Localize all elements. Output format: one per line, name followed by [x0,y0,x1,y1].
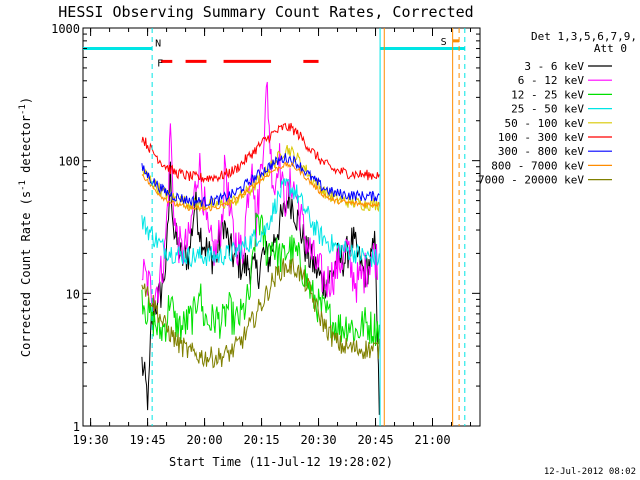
marker-label-s: S [441,37,447,48]
x-tick-label-3: 20:15 [243,433,279,447]
marker-layer: NF S [83,28,466,426]
series-line-0 [141,161,380,415]
x-tick-label-6: 21:00 [414,433,450,447]
axis-layer: 1 10 100 1000 19:30 19:45 20:00 20:15 20:30 20:45… [51,22,480,447]
x-tick-label-5: 20:45 [357,433,393,447]
x-tick-label-1: 19:45 [130,433,166,447]
y-tick-label-1: 10 [66,287,80,301]
legend-label-6: 300 - 800 keV [498,145,584,158]
series-line-3 [141,178,380,268]
legend-label-7: 800 - 7000 keV [491,159,584,172]
chart-title: HESSI Observing Summary Count Rates, Cor… [58,3,473,21]
x-tick-label-0: 19:30 [73,433,109,447]
legend-label-4: 50 - 100 keV [505,117,585,130]
y-tick-label-2: 100 [58,155,80,169]
footer-date: 12-Jul-2012 08:02 [544,467,636,477]
x-tick-label-4: 20:30 [300,433,336,447]
legend-label-0: 3 - 6 keV [524,60,584,73]
legend-label-2: 12 - 25 keV [511,88,584,101]
legend-label-3: 25 - 50 keV [511,103,584,116]
x-axis-label: Start Time (11-Jul-12 19:28:02) [169,455,393,469]
y-axis-label: Corrected Count Rate (s-1 detector-1) [18,97,33,357]
legend-header-line2: Att 0 [594,42,627,55]
marker-label-f: F [157,58,163,69]
series-line-5 [141,122,380,184]
legend-label-1: 6 - 12 keV [518,74,585,87]
series-layer [141,81,380,415]
legend-label-5: 100 - 300 keV [498,131,584,144]
series-line-7 [141,161,380,213]
y-tick-label-3: 1000 [51,22,80,36]
legend-header-line1: Det 1,3,5,6,7,9, [531,30,637,43]
series-line-6 [141,153,380,208]
series-line-2 [141,212,380,346]
series-line-8 [141,257,380,369]
y-tick-label-0: 1 [73,420,80,434]
legend-label-8: 7000 - 20000 keV [478,174,584,187]
marker-label-n: N [155,39,161,50]
x-tick-label-2: 20:00 [187,433,223,447]
plot-frame [82,27,481,427]
